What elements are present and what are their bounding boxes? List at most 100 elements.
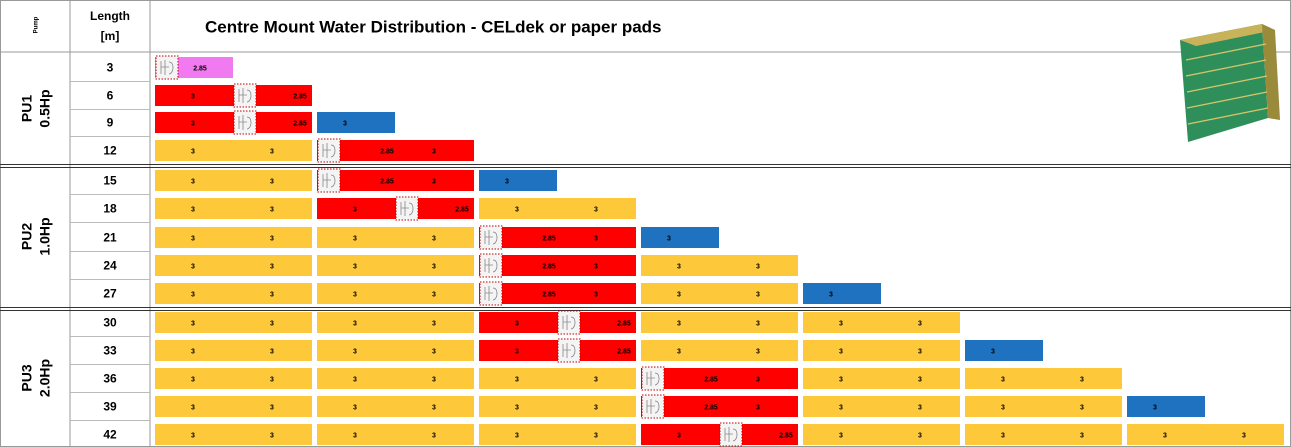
pump-name: PU1 xyxy=(19,95,35,122)
pad-label: 2.85 xyxy=(542,291,556,298)
pad-label: 3 xyxy=(677,320,681,327)
length-label: 12 xyxy=(103,144,117,158)
pump-icon xyxy=(396,197,418,220)
pad-label: 3 xyxy=(191,178,195,185)
pad-label: 3 xyxy=(432,148,436,155)
pad-segment xyxy=(155,312,312,333)
pad-segment xyxy=(479,396,636,417)
pad-label: 3 xyxy=(677,432,681,439)
pad-label: 3 xyxy=(1001,376,1005,383)
pad-segment xyxy=(155,424,312,445)
pad-label: 3 xyxy=(594,404,598,411)
pad-segment xyxy=(317,227,474,248)
pad-label: 3 xyxy=(191,120,195,127)
pad-label: 3 xyxy=(756,320,760,327)
pad-label: 3 xyxy=(432,432,436,439)
pad-segment xyxy=(479,368,636,389)
pad-label: 3 xyxy=(343,120,347,127)
pad-label: 3 xyxy=(270,148,274,155)
pad-label: 3 xyxy=(1080,404,1084,411)
pad-label: 3 xyxy=(353,235,357,242)
pad-segment xyxy=(155,255,312,276)
distribution-sheet: Pump Length [m] Centre Mount Water Distr… xyxy=(0,0,1291,447)
pad-segment xyxy=(641,312,798,333)
pad-label: 2.85 xyxy=(779,432,793,439)
pad-label: 3 xyxy=(1001,404,1005,411)
pad-segment xyxy=(317,140,474,161)
length-label: 36 xyxy=(103,372,117,386)
pump-icon xyxy=(558,311,580,334)
pad-label: 3 xyxy=(1153,404,1157,411)
pad-segment xyxy=(641,368,798,389)
pad-segment xyxy=(803,368,960,389)
pad-segment xyxy=(803,283,881,304)
title: Centre Mount Water Distribution - CELdek… xyxy=(205,17,662,36)
pad-label: 3 xyxy=(353,348,357,355)
pad-label: 3 xyxy=(353,432,357,439)
pad-label: 3 xyxy=(191,432,195,439)
pad-label: 3 xyxy=(191,235,195,242)
pad-label: 3 xyxy=(515,404,519,411)
pad-label: 3 xyxy=(918,404,922,411)
pad-label: 3 xyxy=(677,263,681,270)
pad-label: 3 xyxy=(515,376,519,383)
pad-label: 3 xyxy=(270,206,274,213)
pad-label: 3 xyxy=(270,178,274,185)
pad-segment xyxy=(803,424,960,445)
pad-segment xyxy=(1127,396,1205,417)
pad-label: 3 xyxy=(756,291,760,298)
pad-label: 2.85 xyxy=(380,148,394,155)
pad-label: 2.85 xyxy=(380,178,394,185)
pad-segment xyxy=(317,340,474,361)
pad-segment xyxy=(479,227,636,248)
pad-label: 3 xyxy=(829,291,833,298)
pad-segment xyxy=(479,283,636,304)
length-label: 6 xyxy=(107,89,114,103)
length-header: [m] xyxy=(101,29,120,43)
pad-label: 3 xyxy=(270,320,274,327)
pad-segment xyxy=(155,283,312,304)
length-label: 21 xyxy=(103,231,117,245)
pad-label: 3 xyxy=(991,348,995,355)
pad-label: 3 xyxy=(756,263,760,270)
pad-label: 3 xyxy=(270,263,274,270)
pad-label: 3 xyxy=(270,291,274,298)
pad-segment xyxy=(317,396,474,417)
pad-label: 3 xyxy=(191,148,195,155)
pad-label: 2.85 xyxy=(293,93,307,100)
pad-label: 3 xyxy=(432,376,436,383)
pad-label: 3 xyxy=(432,404,436,411)
pad-label: 3 xyxy=(839,432,843,439)
pad-label: 3 xyxy=(918,376,922,383)
pad-segment xyxy=(317,283,474,304)
pad-label: 3 xyxy=(594,235,598,242)
pad-segment xyxy=(317,424,474,445)
pad-segment xyxy=(479,255,636,276)
pad-label: 2.85 xyxy=(542,235,556,242)
pad-label: 3 xyxy=(756,348,760,355)
length-label: 9 xyxy=(107,116,114,130)
pump-power: 1.0Hp xyxy=(37,217,53,255)
pad-segment xyxy=(317,170,474,191)
pad-segment xyxy=(965,340,1043,361)
pump-icon xyxy=(234,111,256,134)
pad-label: 3 xyxy=(505,178,509,185)
length-label: 30 xyxy=(103,316,117,330)
pad-label: 3 xyxy=(515,348,519,355)
pad-label: 3 xyxy=(432,178,436,185)
pad-label: 3 xyxy=(191,263,195,270)
pad-segment xyxy=(965,424,1122,445)
pad-label: 3 xyxy=(918,320,922,327)
pad-label: 3 xyxy=(432,320,436,327)
pad-label: 2.85 xyxy=(455,206,469,213)
pad-label: 3 xyxy=(594,291,598,298)
pad-label: 3 xyxy=(270,376,274,383)
pad-label: 3 xyxy=(353,291,357,298)
pad-label: 3 xyxy=(594,263,598,270)
pad-segment xyxy=(479,424,636,445)
pad-label: 3 xyxy=(270,404,274,411)
pad-label: 3 xyxy=(918,348,922,355)
length-label: 42 xyxy=(103,428,117,442)
length-label: 33 xyxy=(103,344,117,358)
pump-icon xyxy=(318,169,340,192)
